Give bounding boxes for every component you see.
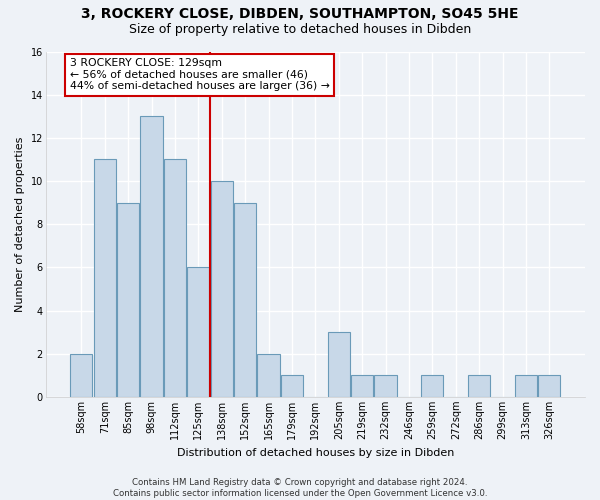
Bar xyxy=(187,268,209,397)
Bar xyxy=(94,160,116,397)
Text: 3, ROCKERY CLOSE, DIBDEN, SOUTHAMPTON, SO45 5HE: 3, ROCKERY CLOSE, DIBDEN, SOUTHAMPTON, S… xyxy=(81,8,519,22)
Bar xyxy=(515,376,537,397)
Bar xyxy=(211,181,233,397)
Text: Contains HM Land Registry data © Crown copyright and database right 2024.
Contai: Contains HM Land Registry data © Crown c… xyxy=(113,478,487,498)
Y-axis label: Number of detached properties: Number of detached properties xyxy=(15,136,25,312)
Bar xyxy=(140,116,163,397)
Bar xyxy=(70,354,92,397)
Bar xyxy=(164,160,186,397)
Bar xyxy=(328,332,350,397)
Bar xyxy=(234,202,256,397)
Bar xyxy=(257,354,280,397)
Text: 3 ROCKERY CLOSE: 129sqm
← 56% of detached houses are smaller (46)
44% of semi-de: 3 ROCKERY CLOSE: 129sqm ← 56% of detache… xyxy=(70,58,329,91)
Bar xyxy=(374,376,397,397)
Bar xyxy=(117,202,139,397)
Bar xyxy=(538,376,560,397)
Text: Size of property relative to detached houses in Dibden: Size of property relative to detached ho… xyxy=(129,22,471,36)
Bar xyxy=(468,376,490,397)
X-axis label: Distribution of detached houses by size in Dibden: Distribution of detached houses by size … xyxy=(176,448,454,458)
Bar xyxy=(351,376,373,397)
Bar xyxy=(281,376,303,397)
Bar xyxy=(421,376,443,397)
